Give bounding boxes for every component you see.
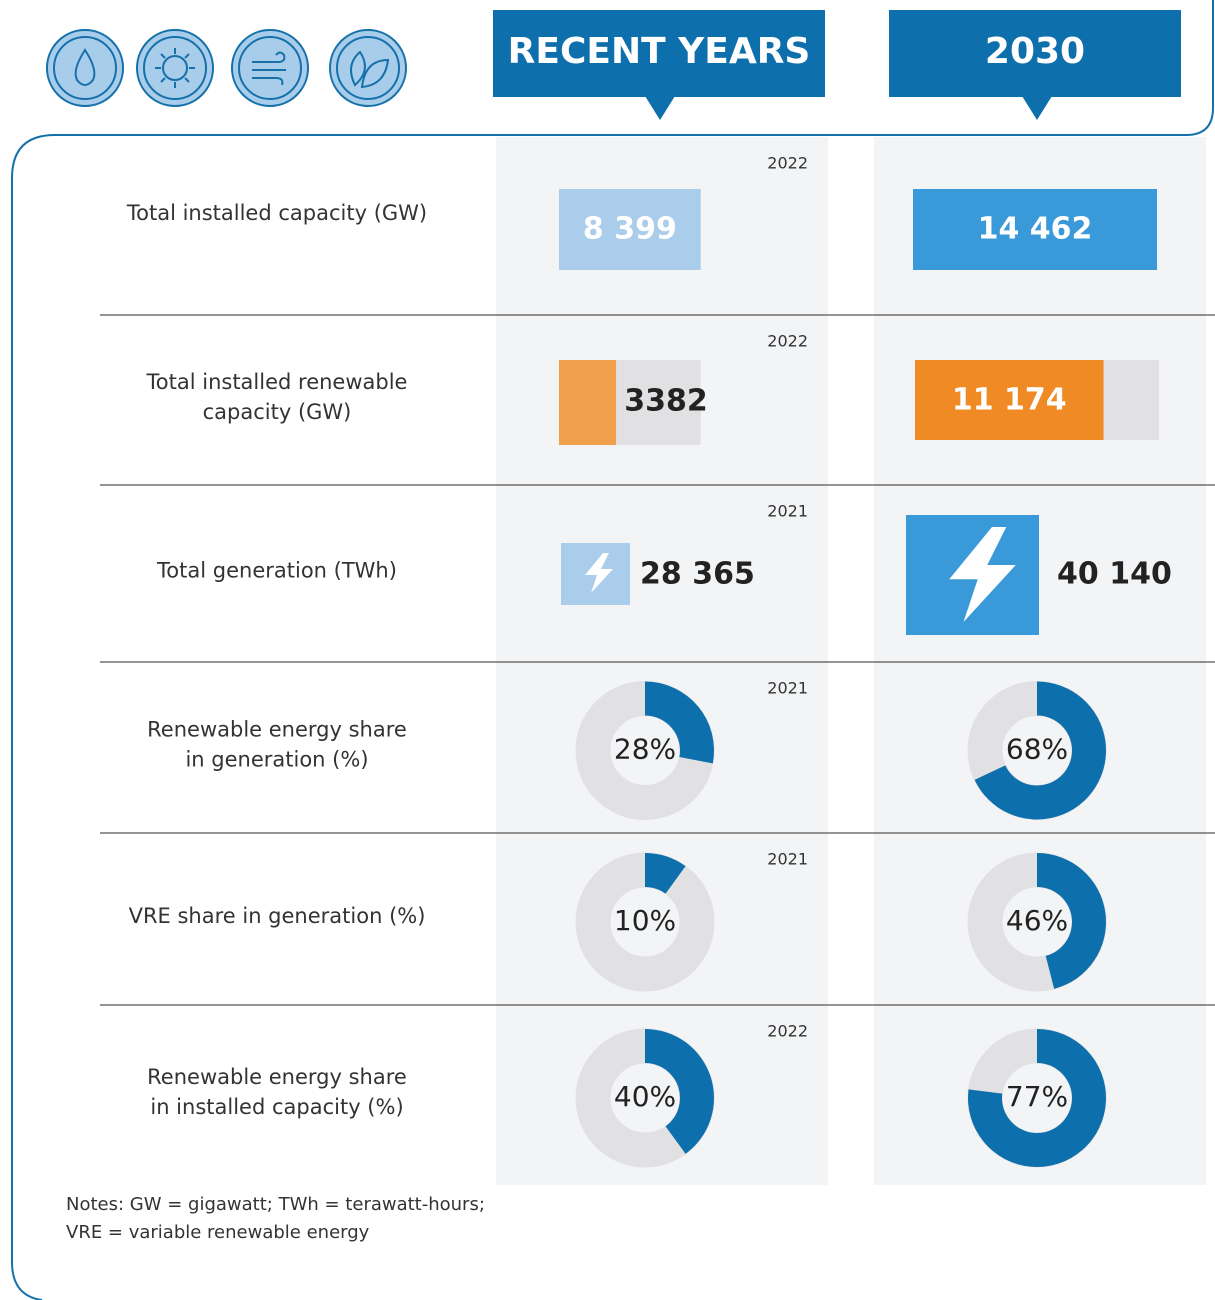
row-label: Renewable energy share [147,1065,407,1089]
icons [46,29,407,107]
donut-label: 46% [1006,904,1068,937]
icon-sun [136,29,214,107]
header-title: 2030 [985,31,1085,72]
bar [559,360,617,445]
donut-label: 77% [1006,1080,1068,1113]
value-label: 28 365 [640,557,755,592]
value-label: 40 140 [1057,557,1172,592]
header-title: RECENT YEARS [508,31,811,72]
header-box [889,10,1181,97]
year: 2022 [767,332,808,351]
donut-arc [645,681,715,764]
frame [11,0,1214,1300]
year: 2022 [767,1022,808,1041]
bar-label: 14 462 [978,212,1093,247]
donut-label: 10% [614,904,676,937]
drop [74,48,96,86]
header-pointer [1022,96,1052,120]
rays [155,48,195,88]
icon-ring [238,36,302,100]
row-label: in installed capacity (%) [150,1095,403,1119]
donut-label: 68% [1006,733,1068,766]
column-bg [496,137,828,1185]
bar-label: 8 399 [583,212,677,247]
icon-water [46,29,124,107]
row-label: in generation (%) [185,748,368,772]
bolt [949,527,1016,622]
donut-arc [1037,853,1106,989]
icon-ring [143,36,207,100]
year: 2021 [767,679,808,698]
note: VRE = variable renewable energy [66,1222,370,1243]
year: 2021 [767,502,808,521]
icon-wind [231,29,309,107]
row-label: Total generation (TWh) [156,559,397,583]
bolt [585,553,613,593]
row-label: VRE share in generation (%) [129,904,426,928]
bar [913,189,1157,270]
donut-label: 40% [614,1080,676,1113]
wind [252,51,286,86]
bar [559,189,701,270]
bar-label: 11 174 [952,383,1067,418]
donut-arc [968,1029,1106,1167]
bar [915,360,1104,440]
header-box [493,10,825,97]
icon-ring [336,36,400,100]
donut-label: 28% [614,733,676,766]
year: 2021 [767,850,808,869]
column-bg [874,137,1206,1185]
row-label: Total installed capacity (GW) [126,201,427,225]
leaf [350,50,390,89]
row-label: Renewable energy share [147,718,407,742]
bar-label: 3382 [624,384,708,419]
sun [162,55,188,81]
icon-ring [53,36,117,100]
row-label: Total installed renewable [146,370,408,394]
row-label: capacity (GW) [203,400,352,424]
year: 2022 [767,154,808,173]
donut-arc [974,681,1107,820]
donut-arc [645,1029,715,1154]
donut-arc [645,853,686,894]
header-pointer [645,96,675,120]
note: Notes: GW = gigawatt; TWh = terawatt-hou… [66,1194,485,1215]
